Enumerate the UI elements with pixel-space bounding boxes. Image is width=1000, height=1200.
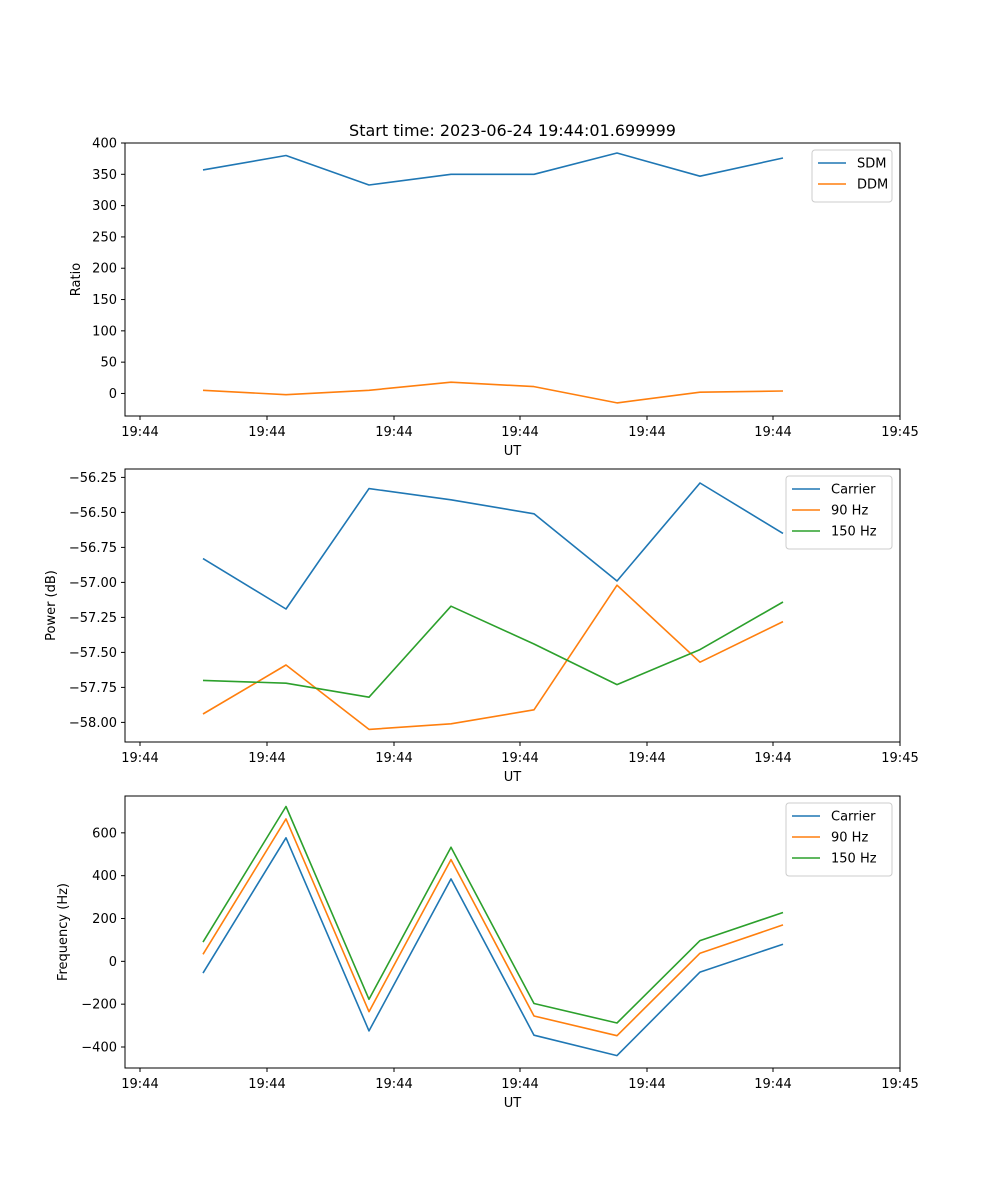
panel-2: 19:44 19:44 19:44 19:44 19:44 19:44 19:45 −58.0… (44, 468, 919, 785)
y-tick-label: −56.75 (69, 541, 117, 556)
series-line-sdm (202, 152, 784, 186)
y-tick-label: 150 (92, 293, 117, 308)
y-tick-label: −56.25 (69, 471, 117, 486)
y-tick-label: 400 (92, 869, 117, 884)
x-tick-label: 19:44 (121, 1077, 158, 1092)
y-tick-label: 250 (92, 230, 117, 245)
legend-label: 150 Hz (831, 525, 877, 540)
plot-frame (124, 795, 901, 1069)
y-tick-label: 600 (92, 826, 117, 841)
y-tick-label: −58.00 (69, 716, 117, 731)
x-tick-label: 19:44 (248, 1077, 285, 1092)
plot-frame (124, 142, 901, 417)
y-tick-label: −57.50 (69, 646, 117, 661)
panel-1: 19:44 19:44 19:44 19:44 19:44 19:44 19:45 0 50 10… (69, 137, 919, 460)
y-tick-label: 0 (109, 955, 117, 970)
y-tick-label: −57.25 (69, 611, 117, 626)
y-tick-label: 0 (109, 387, 117, 402)
x-tick-label: 19:44 (501, 425, 538, 440)
x-tick-label: 19:44 (375, 751, 412, 766)
y-tick-label: 350 (92, 168, 117, 183)
x-tick-label: 19:44 (628, 425, 665, 440)
legend-label: Carrier (831, 810, 876, 825)
series-line-90-hz (202, 584, 784, 731)
x-axis-label: UT (504, 770, 522, 785)
legend-label: Carrier (831, 483, 876, 498)
y-axis-label: Power (dB) (44, 570, 59, 641)
x-axis-label: UT (504, 444, 522, 459)
chart-title: Start time: 2023-06-24 19:44:01.699999 (349, 121, 676, 140)
x-tick-label: 19:44 (375, 1077, 412, 1092)
y-tick-label: −57.00 (69, 576, 117, 591)
y-tick-label: 100 (92, 324, 117, 339)
x-tick-label: 19:44 (501, 751, 538, 766)
x-tick-label: 19:44 (248, 425, 285, 440)
legend-label: SDM (857, 157, 886, 172)
x-tick-label: 19:44 (754, 1077, 791, 1092)
x-tick-label: 19:44 (754, 751, 791, 766)
y-tick-label: 200 (92, 262, 117, 277)
y-axis-label: Frequency (Hz) (56, 883, 71, 981)
panels: 19:44 19:44 19:44 19:44 19:44 19:44 19:45 0 50 10… (44, 137, 919, 1112)
panel-3: 19:44 19:44 19:44 19:44 19:44 19:44 19:45 −400 −… (56, 795, 919, 1111)
y-tick-label: −56.50 (69, 506, 117, 521)
legend: Carrier 90 Hz 150 Hz (785, 475, 893, 550)
legend: Carrier 90 Hz 150 Hz (785, 802, 893, 877)
y-tick-label: −200 (81, 998, 117, 1013)
series-line-150-hz (202, 805, 784, 1024)
y-tick-label: −57.75 (69, 681, 117, 696)
x-tick-label: 19:44 (248, 751, 285, 766)
x-tick-label: 19:44 (628, 1077, 665, 1092)
x-tick-label: 19:44 (501, 1077, 538, 1092)
plot-frame (124, 468, 901, 743)
legend: SDM DDM (811, 149, 893, 203)
legend-label: 150 Hz (831, 852, 877, 867)
y-tick-label: 50 (100, 356, 117, 371)
x-tick-label: 19:44 (121, 751, 158, 766)
series-line-carrier (202, 482, 784, 610)
x-tick-label: 19:44 (628, 751, 665, 766)
x-tick-label: 19:45 (881, 751, 918, 766)
y-tick-label: −400 (81, 1041, 117, 1056)
y-tick-label: 400 (92, 137, 117, 152)
legend-label: 90 Hz (831, 831, 868, 846)
x-axis-label: UT (504, 1096, 522, 1111)
y-axis-label: Ratio (69, 263, 84, 296)
x-tick-label: 19:44 (121, 425, 158, 440)
legend-label: DDM (857, 178, 888, 193)
x-tick-label: 19:45 (881, 1077, 918, 1092)
y-tick-label: 300 (92, 199, 117, 214)
series-line-carrier (202, 836, 784, 1057)
legend-label: 90 Hz (831, 504, 868, 519)
series-line-90-hz (202, 818, 784, 1037)
x-tick-label: 19:44 (754, 425, 791, 440)
series-line-ddm (202, 381, 784, 404)
x-tick-label: 19:45 (881, 425, 918, 440)
series-line-150-hz (202, 601, 784, 699)
x-tick-label: 19:44 (375, 425, 412, 440)
y-tick-label: 200 (92, 912, 117, 927)
